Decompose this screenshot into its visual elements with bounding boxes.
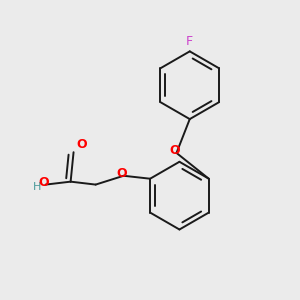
Text: O: O xyxy=(38,176,49,189)
Text: O: O xyxy=(170,144,180,157)
Text: O: O xyxy=(117,167,128,180)
Text: F: F xyxy=(186,35,193,48)
Text: O: O xyxy=(76,138,86,151)
Text: H: H xyxy=(33,182,41,192)
